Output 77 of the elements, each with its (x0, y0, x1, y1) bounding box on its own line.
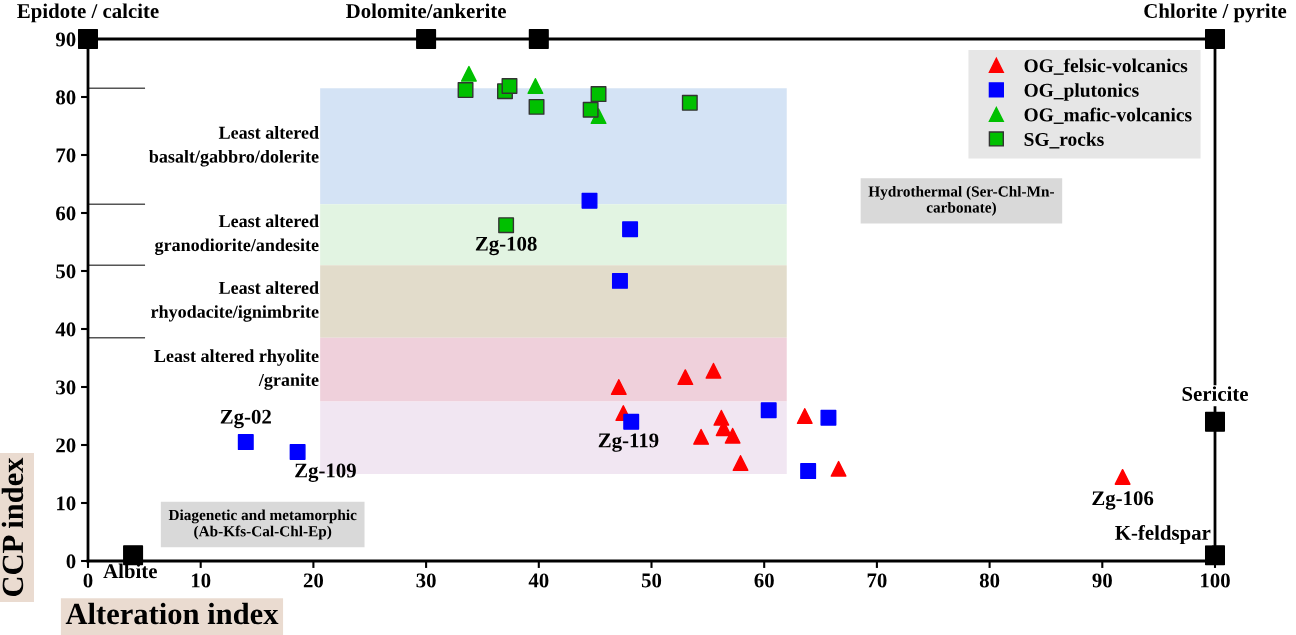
point (796, 408, 813, 424)
annotation: Zg-02 (220, 409, 271, 429)
x-tick-label: 50 (641, 573, 662, 588)
band-label: Least altered granodiorite/andesite (155, 214, 319, 255)
y-tick-label: 60 (56, 206, 76, 221)
annotation: K-feldspar (1115, 524, 1211, 545)
point (501, 78, 518, 94)
y-tick-label: 10 (57, 496, 76, 511)
legend-label: OG_mafic-volcanics (1024, 107, 1192, 124)
y-tick-label: 0 (66, 554, 76, 569)
point (416, 28, 437, 50)
annotation: Sericite (1182, 386, 1248, 401)
point (693, 428, 710, 445)
point (724, 427, 741, 444)
point (622, 221, 639, 238)
point (77, 28, 99, 50)
point (623, 413, 640, 430)
point (1114, 468, 1131, 485)
point (581, 192, 598, 209)
point (498, 217, 515, 234)
annotation: Zg-108 (475, 236, 537, 256)
point (1204, 545, 1226, 566)
point (820, 409, 837, 426)
band-label: Least altered basalt/gabbro/dolerite (149, 126, 319, 167)
x-axis-title: Alteration index (65, 602, 279, 625)
point (590, 86, 607, 103)
point (237, 434, 254, 451)
x-tick-label: 80 (979, 573, 1000, 588)
x-tick-label: 90 (1092, 573, 1112, 588)
x-tick-label: 40 (528, 573, 549, 588)
point (289, 443, 306, 460)
point (528, 98, 545, 115)
band-label: Least altered rhyodacite/ignimbrite (151, 281, 319, 322)
annotation: Hydrothermal (Ser-Chl-Mn- carbonate) (868, 185, 1055, 216)
legend-label: OG_plutonics (1024, 83, 1139, 101)
x-tick-label: 70 (867, 573, 887, 588)
point (677, 369, 694, 386)
annotation: Zg-119 (598, 433, 659, 452)
x-tick-label: 60 (754, 573, 774, 588)
legend-label: SG_rocks (1024, 132, 1104, 149)
annotation: Epidote / calcite (17, 3, 159, 23)
y-axis-title: CCP index (1, 457, 24, 597)
point (611, 272, 628, 289)
y-tick-label: 50 (56, 264, 76, 279)
x-tick-label: 20 (303, 573, 324, 588)
annotation: Albite (103, 563, 157, 579)
annotation: Zg-109 (295, 463, 356, 482)
x-tick-label: 100 (1201, 573, 1230, 588)
point (1204, 411, 1226, 432)
point (460, 65, 477, 82)
legend-label: OG_felsic-volcanics (1024, 58, 1188, 75)
x-tick-label: 30 (416, 573, 436, 588)
point (582, 101, 599, 118)
band-label: Least altered rhyolite /granite (154, 349, 319, 390)
point (457, 82, 474, 99)
point (830, 460, 847, 477)
point (732, 455, 749, 471)
point (760, 402, 777, 419)
point (1204, 28, 1226, 50)
y-tick-label: 30 (56, 380, 76, 395)
annotation: Zg-106 (1092, 491, 1154, 510)
point (705, 362, 722, 379)
y-tick-label: 40 (55, 322, 76, 337)
y-tick-label: 90 (55, 32, 76, 47)
x-tick-label: 0 (83, 573, 93, 588)
y-tick-label: 20 (56, 438, 76, 453)
point (800, 463, 817, 480)
point (681, 94, 698, 111)
annotation: Diagenetic and metamorphic (Ab-Kfs-Cal-Chl-Ep) (168, 509, 357, 540)
annotation: Chlorite / pyrite (1144, 3, 1287, 23)
x-tick-label: 10 (191, 573, 211, 588)
y-tick-label: 70 (56, 148, 76, 163)
point (610, 379, 627, 395)
y-tick-label: 80 (56, 90, 76, 105)
annotation: Dolomite/ankerite (346, 3, 506, 19)
point (528, 28, 549, 50)
point (527, 78, 544, 94)
